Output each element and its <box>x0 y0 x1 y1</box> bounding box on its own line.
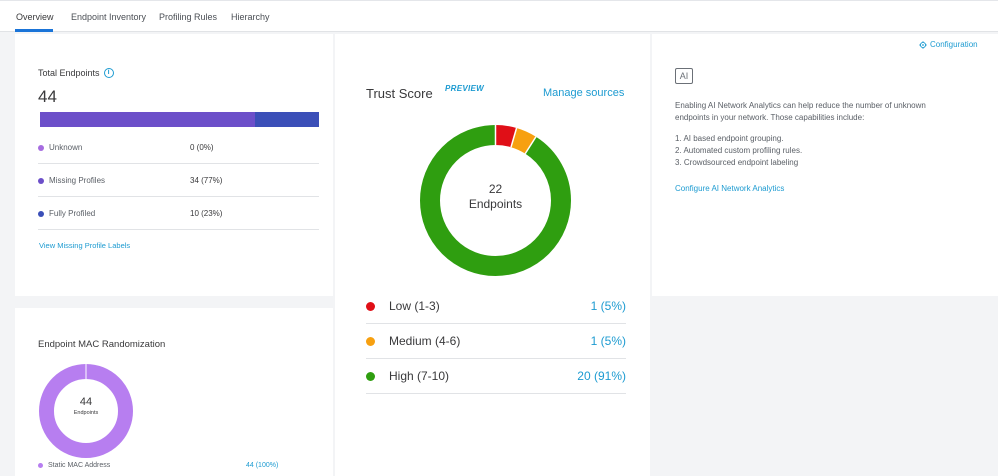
trust-score-center: 22 Endpoints <box>420 182 571 212</box>
legend-value: 0 (0%) <box>190 143 214 152</box>
mac-donut-center: 44 Endpoints <box>38 396 134 416</box>
legend-row-unknown: Unknown 0 (0%) <box>38 132 319 164</box>
trust-row-low: Low (1-3) 1 (5%) <box>366 289 626 324</box>
ai-description-line1: Enabling AI Network Analytics can help r… <box>675 101 926 110</box>
fully-profiled-dot-icon <box>38 211 44 217</box>
ai-capability-item: 1. AI based endpoint grouping. <box>675 134 784 143</box>
info-icon[interactable]: i <box>103 68 114 78</box>
unknown-dot-icon <box>38 145 44 151</box>
ai-analytics-panel <box>652 34 998 296</box>
configuration-link[interactable]: Configuration <box>919 40 978 49</box>
high-dot-icon <box>366 372 375 381</box>
configure-ai-analytics-link[interactable]: Configure AI Network Analytics <box>675 184 785 193</box>
configuration-label: Configuration <box>930 40 978 49</box>
legend-label: Unknown <box>49 143 83 152</box>
trust-row-label: High (7-10) <box>389 369 450 383</box>
mac-endpoint-count: 44 <box>79 396 93 408</box>
ai-capability-item: 2. Automated custom profiling rules. <box>675 146 803 155</box>
total-endpoints-title: Total Endpoints i <box>38 68 114 78</box>
manage-sources-link[interactable]: Manage sources <box>543 87 625 99</box>
preview-badge: PREVIEW <box>445 84 484 93</box>
missing-profiles-dot-icon <box>38 178 44 184</box>
trust-row-high: High (7-10) 20 (91%) <box>366 359 626 394</box>
gear-icon <box>919 40 927 49</box>
trust-score-center-label: Endpoints <box>468 197 523 211</box>
trust-score-panel <box>335 34 650 476</box>
trust-score-donut <box>420 125 571 276</box>
mac-legend-label: Static MAC Address <box>48 462 111 469</box>
legend-label: Fully Profiled <box>49 209 96 218</box>
view-missing-profile-labels-link[interactable]: View Missing Profile Labels <box>39 241 131 250</box>
mac-legend: Static MAC Address <box>38 462 110 469</box>
legend-value: 34 (77%) <box>190 176 223 185</box>
ai-capability-item: 3. Crowdsourced endpoint labeling <box>675 158 799 167</box>
trust-row-medium: Medium (4-6) 1 (5%) <box>366 324 626 359</box>
trust-row-label: Medium (4-6) <box>389 334 461 348</box>
ai-icon: AI <box>675 68 693 84</box>
mac-legend-value: 44 (100%) <box>246 462 279 469</box>
endpoint-profile-bar <box>40 112 319 127</box>
top-tab-bar: Overview Endpoint Inventory Profiling Ru… <box>0 0 998 32</box>
mac-randomization-donut <box>39 364 133 458</box>
active-tab-indicator <box>15 29 53 32</box>
trust-row-label: Low (1-3) <box>389 299 440 313</box>
low-dot-icon <box>366 302 375 311</box>
trust-row-value[interactable]: 1 (5%) <box>590 334 626 348</box>
legend-label: Missing Profiles <box>49 176 106 185</box>
medium-dot-icon <box>366 337 375 346</box>
total-endpoints-panel <box>15 34 333 296</box>
legend-value: 10 (23%) <box>190 209 223 218</box>
tab-hierarchy[interactable]: Hierarchy <box>231 12 270 22</box>
tab-profiling-rules[interactable]: Profiling Rules <box>159 12 218 22</box>
mac-randomization-title: Endpoint MAC Randomization <box>38 339 166 350</box>
mac-endpoint-label: Endpoints <box>73 410 99 416</box>
tab-endpoint-inventory[interactable]: Endpoint Inventory <box>71 12 147 22</box>
total-endpoints-count: 44 <box>38 87 57 106</box>
total-endpoints-title-text: Total Endpoints <box>38 68 100 78</box>
bar-segment-fully-profiled <box>254 112 319 127</box>
tab-overview[interactable]: Overview <box>16 12 54 22</box>
trust-row-value[interactable]: 1 (5%) <box>590 299 626 313</box>
static-mac-dot-icon <box>38 463 43 468</box>
trust-score-count: 22 <box>488 182 503 196</box>
legend-row-missing-profiles: Missing Profiles 34 (77%) <box>38 165 319 197</box>
slice-separator <box>510 127 518 148</box>
trust-score-title: Trust Score <box>366 86 433 101</box>
trust-row-value[interactable]: 20 (91%) <box>577 369 626 383</box>
legend-row-fully-profiled: Fully Profiled 10 (23%) <box>38 198 319 230</box>
bar-segment-missing-profiles <box>40 112 255 127</box>
ai-description-line2: endpoints in your network. Those capabil… <box>675 113 865 122</box>
slice-separator <box>524 136 537 155</box>
